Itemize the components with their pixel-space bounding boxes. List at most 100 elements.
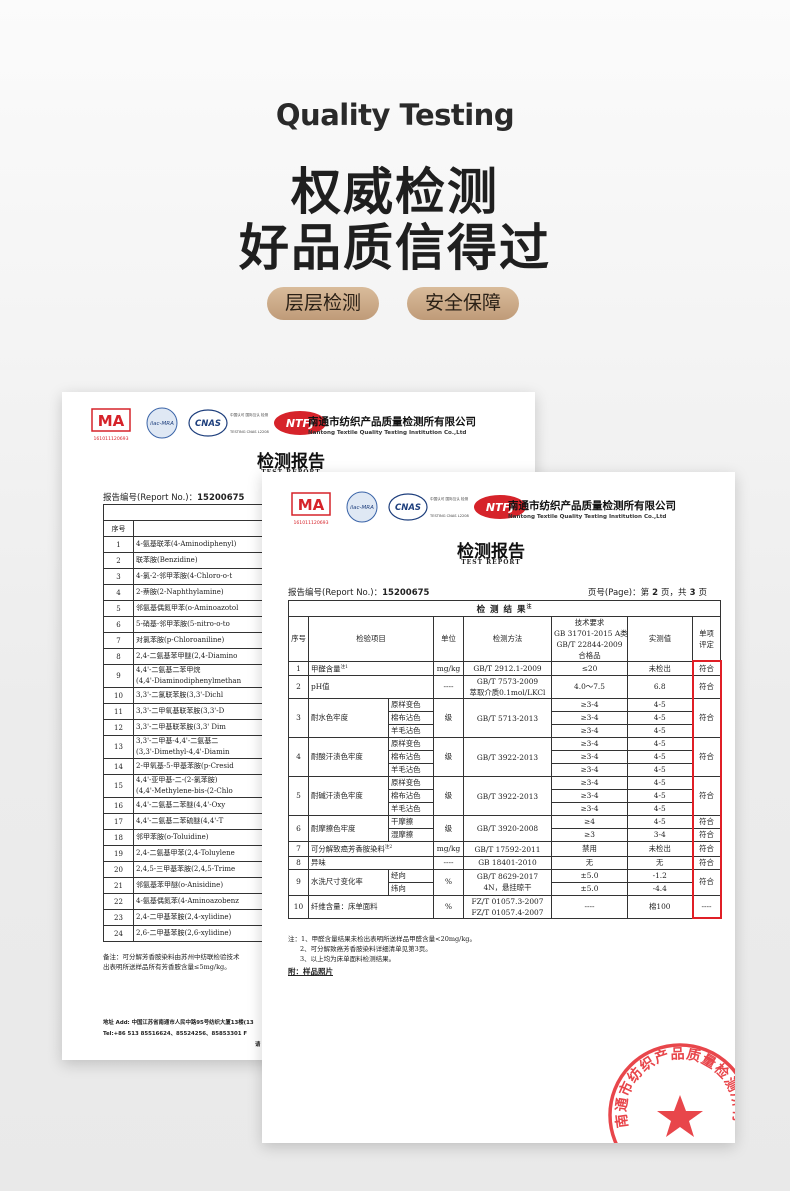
page-info: 页号(Page)：第 2 页，共 3 页 [588, 586, 707, 598]
table-cell: -4.4 [627, 881, 693, 896]
ilac-logo [146, 407, 178, 439]
table-cell: 4-5 [627, 724, 693, 739]
cell-line: 4,4'-亚甲基-二-(2-氯苯胺) [136, 776, 218, 784]
item-name: pH值 [311, 682, 330, 692]
note-line: 备注：可分解芳香胺染料由苏州中纺联检验技术 [103, 953, 240, 961]
ilac-logo [346, 491, 378, 523]
table-cell: 符合 [691, 698, 722, 739]
note-line: 出表明所送样品所有芳香胺含量≤5mg/kg。 [103, 963, 231, 971]
table-cell: 棉100 [627, 894, 693, 919]
table-cell: 甲醛含量注1 [308, 660, 434, 677]
table-cell: GB/T 2912.1-2009 [463, 660, 552, 677]
table-cell: ±5.0 [551, 868, 628, 883]
page-info-part: 页号(Page)：第 [587, 588, 650, 598]
cell-line: 4-氨基偶氮苯(4-Aminoazobenz [136, 897, 239, 905]
table-row: 4 耐酸汗渍色牢度 原样变色级 GB/T 3922-2013 ≥3-4 4-5 符合 [288, 737, 722, 778]
table-cell: ≤20 [551, 660, 628, 677]
table-cell: GB/T 7573-2009 萃取介质0.1mol/LKCl [463, 675, 552, 700]
table-cell: 3 [288, 698, 309, 739]
table-cell: mg/kg [433, 841, 464, 857]
table-cell: 湿摩擦 [388, 828, 434, 843]
table-cell: GB/T 3922-2013 [463, 776, 552, 817]
table-cell: 符合 [691, 868, 722, 896]
table-row: 7 可分解致癌芳香胺染料注2 mg/kg GB/T 17592-2011 禁用 未检出 符合 [288, 841, 722, 857]
headline: 好品质信得过 [239, 219, 551, 277]
table-cell: 耐碱汗渍色牢度 [308, 776, 389, 817]
table-cell: 符合 [691, 855, 722, 870]
notes: 备注：可分解芳香胺染料由苏州中纺联检验技术 出表明所送样品所有芳香胺含量≤5mg/… [103, 952, 240, 972]
table-cell: 符合 [691, 660, 722, 677]
note-line: 注：1、甲醛含量结果未检出表明所送样品甲醛含量<20mg/kg。 [288, 935, 476, 943]
cma-text: MA [98, 412, 125, 430]
table-row: 9 水洗尺寸变化率 经向% GB/T 8629-2017 4N，悬挂晾干 ±5.0 -1.2… [288, 868, 722, 896]
table-cell: 纤维含量：床单面料 [308, 894, 434, 919]
note-line: 2、可分解致癌芳香胺染料详细清单见第3页。 [300, 945, 432, 953]
table-cell: 技术要求 GB 31701-2015 A类 GB/T 22844-2009 合格品 [551, 615, 628, 662]
table-cell: ---- [433, 855, 464, 870]
table-cell: 实测值 [627, 615, 693, 662]
table-cell: 12 [103, 719, 134, 736]
table-cell: 级 [433, 815, 464, 843]
front-report: MA 161011120693 ilac-MRA CNAS 中国认可 国际互认 检测 TE… [262, 472, 735, 1143]
table-cell: 4-5 [627, 711, 693, 726]
cell-line: (4,4'-Diaminodiphenylmethan [136, 677, 242, 685]
cnas-text: CNAS [395, 503, 421, 513]
table-cell: 13 [103, 735, 134, 759]
cma-number: 161011120693 [293, 520, 328, 526]
table-cell: 未检出 [627, 660, 693, 677]
cell-line: GB/T 22844-2009 [556, 639, 623, 649]
table-cell: ≥3-4 [551, 750, 628, 765]
table-cell: 序号 [288, 615, 309, 662]
table-cell: 17 [103, 813, 134, 830]
cell-line: 2,6-二甲基苯胺(2,6-xylidine) [136, 929, 232, 937]
cell-line: GB/T 2912.1-2009 [473, 664, 542, 674]
table-cell: ---- [551, 894, 628, 919]
item-name: 异味 [311, 857, 326, 867]
table-row: 6 耐摩擦色牢度 干摩擦级 GB/T 3920-2008 ≥4 4-5 符合 [288, 815, 722, 843]
table-cell: GB/T 3922-2013 [463, 737, 552, 778]
table-cell: 棉布沾色 [388, 789, 434, 804]
table-cell: 4-5 [627, 815, 693, 830]
cell-line: (3,3'-Dimethyl-4,4'-Diamin [136, 748, 230, 756]
tag: 安全保障 [407, 287, 519, 320]
cell-line: (4,4'-Methylene-bis-(2-Chlo [136, 787, 233, 795]
page-info-part: 3 [689, 588, 696, 598]
table-cell: ≥3-4 [551, 802, 628, 817]
table-cell: ≥3-4 [551, 698, 628, 713]
table-cell: 20 [103, 861, 134, 878]
table-cell: 6 [103, 616, 134, 633]
table-cell: 4-5 [627, 776, 693, 791]
table-cell: 纬向 [388, 881, 434, 896]
cell-line: 单项 [699, 628, 714, 638]
table-row: 棉布沾色 ≥3-4 4-5 [289, 711, 721, 726]
table-cell: 9 [288, 868, 309, 896]
table-cell: ≥3-4 [551, 776, 628, 791]
table-cell: 3 [103, 568, 134, 585]
table-cell: 7 [103, 632, 134, 649]
ilac-text: ilac-MRA [350, 505, 374, 511]
table-cell: 水洗尺寸变化率 [308, 868, 389, 896]
table-cell: 4-5 [627, 737, 693, 752]
cell-line: GB/T 3922-2013 [476, 752, 539, 762]
report-number: 15200675 [197, 493, 245, 503]
address: 地址 Add: 中国江苏省南通市人民中路95号纺织大厦13楼(13 Tel:+86… [103, 1018, 254, 1040]
table-cell: 14 [103, 758, 134, 775]
table-cell: 4-5 [627, 789, 693, 804]
table-cell: 单项 评定 [691, 615, 722, 662]
cell-line: 4-氨基联苯(4-Aminodiphenyl) [136, 540, 237, 548]
cell-line: 合格品 [578, 650, 601, 660]
cnas-logo [388, 493, 428, 521]
table-cell: 10 [103, 687, 134, 704]
item-name: 耐摩擦色牢度 [311, 823, 356, 833]
cnas-en: TESTING CNAS L2208 [229, 430, 270, 434]
notes: 注：1、甲醛含量结果未检出表明所送样品甲醛含量<20mg/kg。 2、可分解致癌芳… [288, 934, 476, 964]
table-cell: ≥4 [551, 815, 628, 830]
table-cell: 1 [288, 660, 309, 677]
cell-line: 2-甲氧基-5-甲基苯胺(p-Cresid [136, 762, 234, 770]
cell-line: 联苯胺(Benzidine) [136, 556, 198, 564]
table-cell: 15 [103, 774, 134, 798]
caption-note: 注 [526, 604, 533, 610]
table-cell: 符合 [691, 828, 722, 843]
cell-line: GB/T 17592-2011 [474, 844, 541, 854]
